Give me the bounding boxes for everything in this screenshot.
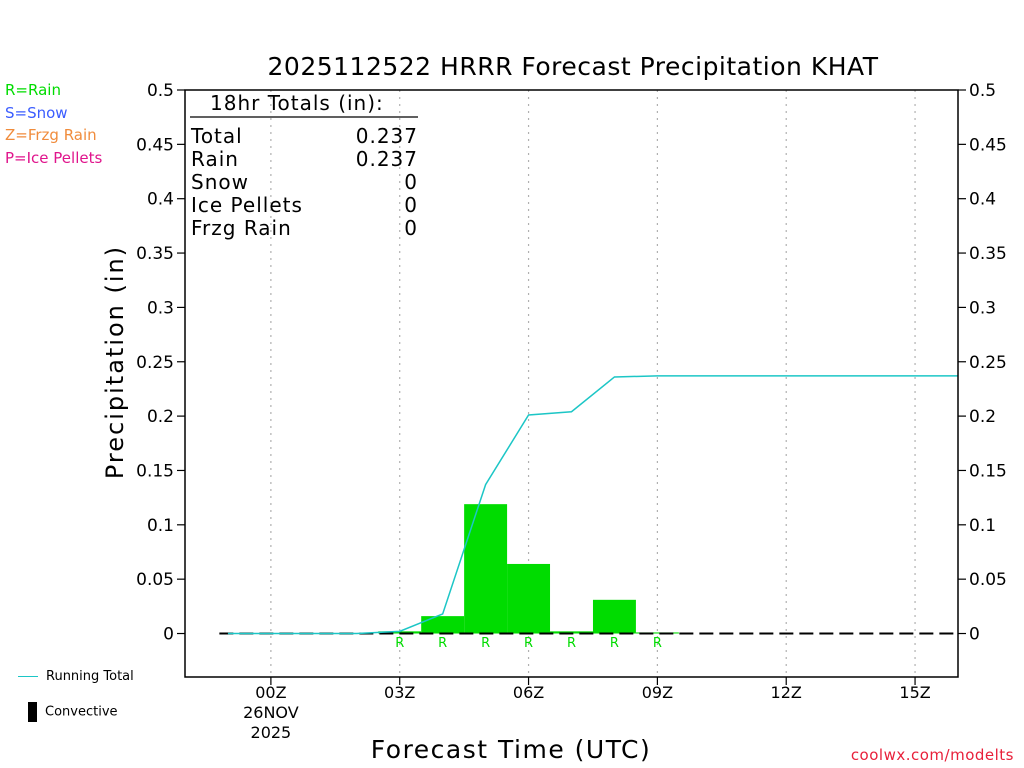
y-tick-label-right: 0.05 <box>969 570 1007 590</box>
totals-row-value: 0.237 <box>356 147 418 171</box>
y-tick-label-right: 0.25 <box>969 353 1007 373</box>
plot-frame <box>184 89 959 678</box>
totals-header: 18hr Totals (in): <box>210 91 384 115</box>
x-tick-date: 26NOV <box>243 703 299 722</box>
precip-type-mark: R <box>481 636 490 651</box>
y-tick-label-right: 0.4 <box>969 190 996 210</box>
y-axis-left: 0 0.05 0.1 0.15 0.2 0.25 0.3 0.35 0.4 0.45 0.5 <box>136 81 185 645</box>
x-tick-label: 00Z <box>255 683 286 702</box>
legend-convective: Convective <box>18 702 118 722</box>
totals-box: 18hr Totals (in): Total 0.237 Rain 0.237 Sno… <box>190 91 418 240</box>
y-tick-label-left: 0.05 <box>136 570 174 590</box>
y-tick-label-left: 0 <box>163 625 174 645</box>
credit-link[interactable]: coolwx.com/modelts <box>850 746 1014 764</box>
x-tick-label: 09Z <box>642 683 673 702</box>
totals-row-label: Rain <box>191 147 239 171</box>
precip-type-mark: R <box>395 636 404 651</box>
totals-row-label: Ice Pellets <box>191 193 303 217</box>
x-tick-label: 06Z <box>513 683 544 702</box>
x-tick-label: 03Z <box>384 683 415 702</box>
legend-ice-pellets: P=Ice Pellets <box>5 149 103 167</box>
x-tick-label: 15Z <box>899 683 930 702</box>
y-tick-label-right: 0.3 <box>969 298 996 318</box>
y-tick-label-right: 0.35 <box>969 244 1007 264</box>
y-tick-label-right: 0.15 <box>969 461 1007 481</box>
y-axis-label: Precipitation (in) <box>101 245 129 479</box>
legend-rain: R=Rain <box>5 81 61 99</box>
legend-frzg-rain: Z=Frzg Rain <box>5 126 97 144</box>
x-tick-label: 12Z <box>771 683 802 702</box>
y-tick-label-right: 0 <box>969 625 980 645</box>
precip-bar <box>550 631 593 634</box>
y-tick-label-left: 0.35 <box>136 244 174 264</box>
chart-title: 2025112522 HRRR Forecast Precipitation K… <box>268 52 879 81</box>
precip-type-mark: R <box>567 636 576 651</box>
y-tick-label-left: 0.1 <box>147 516 174 536</box>
totals-row-label: Frzg Rain <box>191 216 292 240</box>
convective-swatch <box>28 702 37 722</box>
y-tick-label-left: 0.45 <box>136 135 174 155</box>
precip-bar <box>421 616 465 634</box>
totals-rows: Total 0.237 Rain 0.237 Snow 0 Ice Pellets 0 Frzg… <box>190 124 418 240</box>
grid-lines <box>270 90 916 677</box>
y-tick-label-left: 0.5 <box>147 81 174 101</box>
totals-row-value: 0 <box>404 170 418 194</box>
y-axis-right: 0 0.05 0.1 0.15 0.2 0.25 0.3 0.35 0.4 0.45 0.5 <box>958 81 1007 645</box>
precip-bar <box>592 599 636 634</box>
y-tick-label-right: 0.1 <box>969 516 996 536</box>
legend-snow: S=Snow <box>5 104 68 122</box>
totals-row-value: 0.237 <box>356 124 418 148</box>
y-tick-label-left: 0.2 <box>147 407 174 427</box>
y-tick-label-left: 0.4 <box>147 190 174 210</box>
precip-type-mark: R <box>438 636 447 651</box>
y-tick-label-right: 0.5 <box>969 81 996 101</box>
legend-running-total: Running Total <box>18 669 134 684</box>
x-axis-label: Forecast Time (UTC) <box>371 735 651 764</box>
y-tick-label-right: 0.45 <box>969 135 1007 155</box>
legend-running-total-label: Running Total <box>46 669 134 684</box>
precip-bar <box>635 632 679 634</box>
running-total-line-swatch <box>18 676 38 677</box>
y-tick-label-left: 0.15 <box>136 461 174 481</box>
x-tick-year: 2025 <box>251 723 292 742</box>
precip-bar <box>378 631 422 634</box>
legend-convective-label: Convective <box>45 704 118 720</box>
precip-type-mark: R <box>610 636 619 651</box>
precip-type-mark: R <box>653 636 662 651</box>
totals-row-label: Total <box>190 124 243 148</box>
totals-row-value: 0 <box>404 193 418 217</box>
totals-row-value: 0 <box>404 216 418 240</box>
running-total-line <box>227 375 958 635</box>
y-tick-label-left: 0.3 <box>147 298 174 318</box>
precip-type-mark: R <box>524 636 533 651</box>
y-tick-label-left: 0.25 <box>136 353 174 373</box>
totals-row-label: Snow <box>191 170 249 194</box>
precip-bars <box>378 504 679 634</box>
precip-bar <box>464 504 508 634</box>
precip-bar <box>507 563 551 634</box>
y-tick-label-right: 0.2 <box>969 407 996 427</box>
